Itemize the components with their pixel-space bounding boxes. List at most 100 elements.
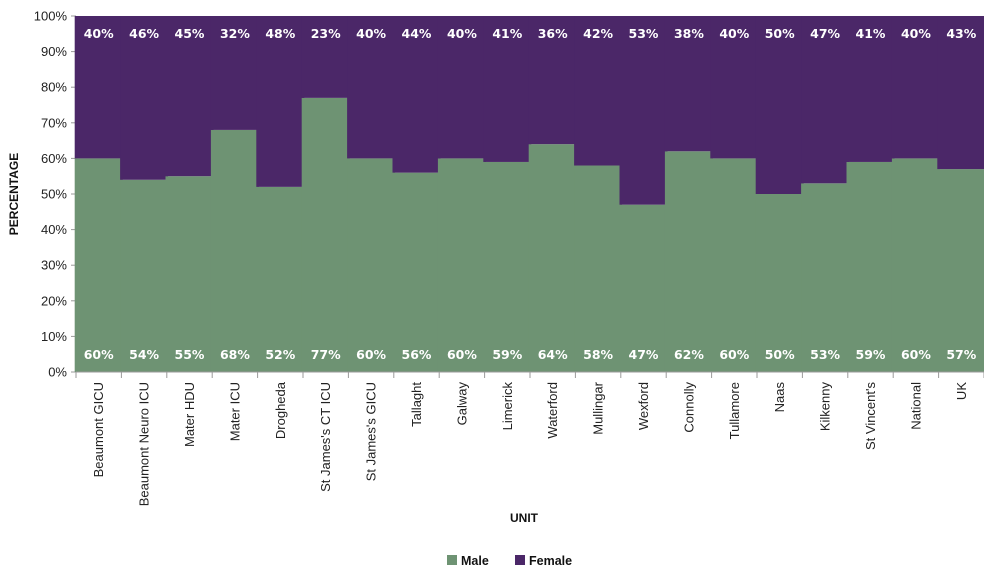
- data-label-male: 59%: [856, 347, 886, 362]
- y-tick-label: 10%: [41, 329, 67, 344]
- legend-item-female: Female: [515, 554, 572, 568]
- bar-male: [437, 158, 486, 372]
- y-axis-title: PERCENTAGE: [7, 153, 21, 235]
- y-tick-label: 0%: [48, 365, 67, 380]
- x-tick-label: St James's GICU: [364, 382, 379, 481]
- bar-group: 46% 54%: [120, 16, 169, 372]
- data-label-female: 32%: [220, 26, 250, 41]
- data-label-female: 40%: [901, 26, 931, 41]
- data-label-male: 60%: [84, 347, 114, 362]
- y-tick-label: 50%: [41, 187, 67, 202]
- data-label-female: 45%: [175, 26, 205, 41]
- data-label-female: 40%: [719, 26, 749, 41]
- bar-male: [664, 151, 713, 372]
- bar-male: [937, 169, 984, 372]
- bar-female: [74, 16, 123, 159]
- bar-male: [891, 158, 940, 372]
- data-label-male: 58%: [583, 347, 613, 362]
- data-label-male: 59%: [492, 347, 522, 362]
- bar-group: 47% 53%: [801, 16, 850, 372]
- data-label-female: 46%: [129, 26, 159, 41]
- legend-label: Female: [529, 554, 572, 568]
- bar-female: [210, 16, 259, 130]
- bar-male: [347, 158, 396, 372]
- data-label-female: 23%: [311, 26, 341, 41]
- bar-female: [120, 16, 169, 180]
- x-tick-label: Wexford: [636, 382, 651, 430]
- x-tick-label: Kilkenny: [818, 382, 833, 432]
- x-tick-label: Waterford: [545, 382, 560, 439]
- data-label-male: 53%: [810, 347, 840, 362]
- data-label-female: 36%: [538, 26, 568, 41]
- bar-male: [801, 183, 850, 372]
- bar-female: [755, 16, 804, 194]
- data-label-male: 50%: [765, 347, 795, 362]
- x-axis-title: UNIT: [510, 511, 539, 525]
- bar-group: 40% 60%: [891, 16, 940, 372]
- data-label-male: 77%: [311, 347, 341, 362]
- bar-female: [710, 16, 759, 159]
- data-label-male: 52%: [265, 347, 295, 362]
- bar-female: [664, 16, 713, 152]
- x-tick-label: Connolly: [681, 382, 696, 433]
- bar-female: [937, 16, 984, 170]
- bar-female: [528, 16, 577, 145]
- x-tick-label: Beaumont Neuro ICU: [137, 382, 152, 506]
- bar-group: 40% 60%: [74, 16, 123, 372]
- bar-female: [165, 16, 214, 177]
- x-tick-label: St James's CT ICU: [318, 382, 333, 492]
- data-label-female: 50%: [765, 26, 795, 41]
- bar-group: 40% 60%: [347, 16, 396, 372]
- data-label-male: 60%: [447, 347, 477, 362]
- bar-female: [437, 16, 486, 159]
- data-label-female: 43%: [946, 26, 976, 41]
- bar-group: 41% 59%: [483, 16, 532, 372]
- bar-group: 40% 60%: [710, 16, 759, 372]
- x-tick-label: Tullamore: [727, 382, 742, 439]
- data-label-female: 48%: [265, 26, 295, 41]
- bar-male: [574, 165, 623, 372]
- bar-group: 41% 59%: [846, 16, 895, 372]
- data-label-female: 41%: [492, 26, 522, 41]
- bar-group: 43% 57%: [937, 16, 984, 372]
- legend: Male Female: [447, 554, 572, 568]
- bar-group: 45% 55%: [165, 16, 214, 372]
- bar-female: [619, 16, 668, 205]
- legend-item-male: Male: [447, 554, 489, 568]
- data-label-female: 44%: [402, 26, 432, 41]
- x-tick-label: Galway: [454, 382, 469, 426]
- bar-female: [347, 16, 396, 159]
- bar-male: [210, 129, 259, 372]
- bar-group: 48% 52%: [256, 16, 305, 372]
- y-tick-label: 20%: [41, 293, 67, 308]
- data-label-male: 55%: [175, 347, 205, 362]
- data-label-male: 68%: [220, 347, 250, 362]
- bar-group: 32% 68%: [210, 16, 259, 372]
- data-label-female: 41%: [856, 26, 886, 41]
- data-label-female: 38%: [674, 26, 704, 41]
- bar-group: 36% 64%: [528, 16, 577, 372]
- bar-male: [301, 97, 350, 372]
- data-label-male: 60%: [356, 347, 386, 362]
- y-tick-label: 100%: [34, 9, 68, 24]
- bar-male: [165, 176, 214, 372]
- data-label-female: 53%: [629, 26, 659, 41]
- data-label-male: 64%: [538, 347, 568, 362]
- bar-female: [392, 16, 441, 173]
- bar-male: [846, 161, 895, 372]
- data-label-female: 40%: [84, 26, 114, 41]
- bar-male: [619, 204, 668, 372]
- x-tick-label: Tallaght: [409, 382, 424, 427]
- bar-female: [574, 16, 623, 166]
- bar-male: [710, 158, 759, 372]
- data-label-male: 60%: [901, 347, 931, 362]
- y-tick-label: 30%: [41, 258, 67, 273]
- bar-group: 42% 58%: [574, 16, 623, 372]
- x-tick-label: National: [908, 382, 923, 430]
- x-tick-label: Mater ICU: [227, 382, 242, 441]
- bar-female: [301, 16, 350, 98]
- bar-female: [483, 16, 532, 162]
- bar-female: [801, 16, 850, 184]
